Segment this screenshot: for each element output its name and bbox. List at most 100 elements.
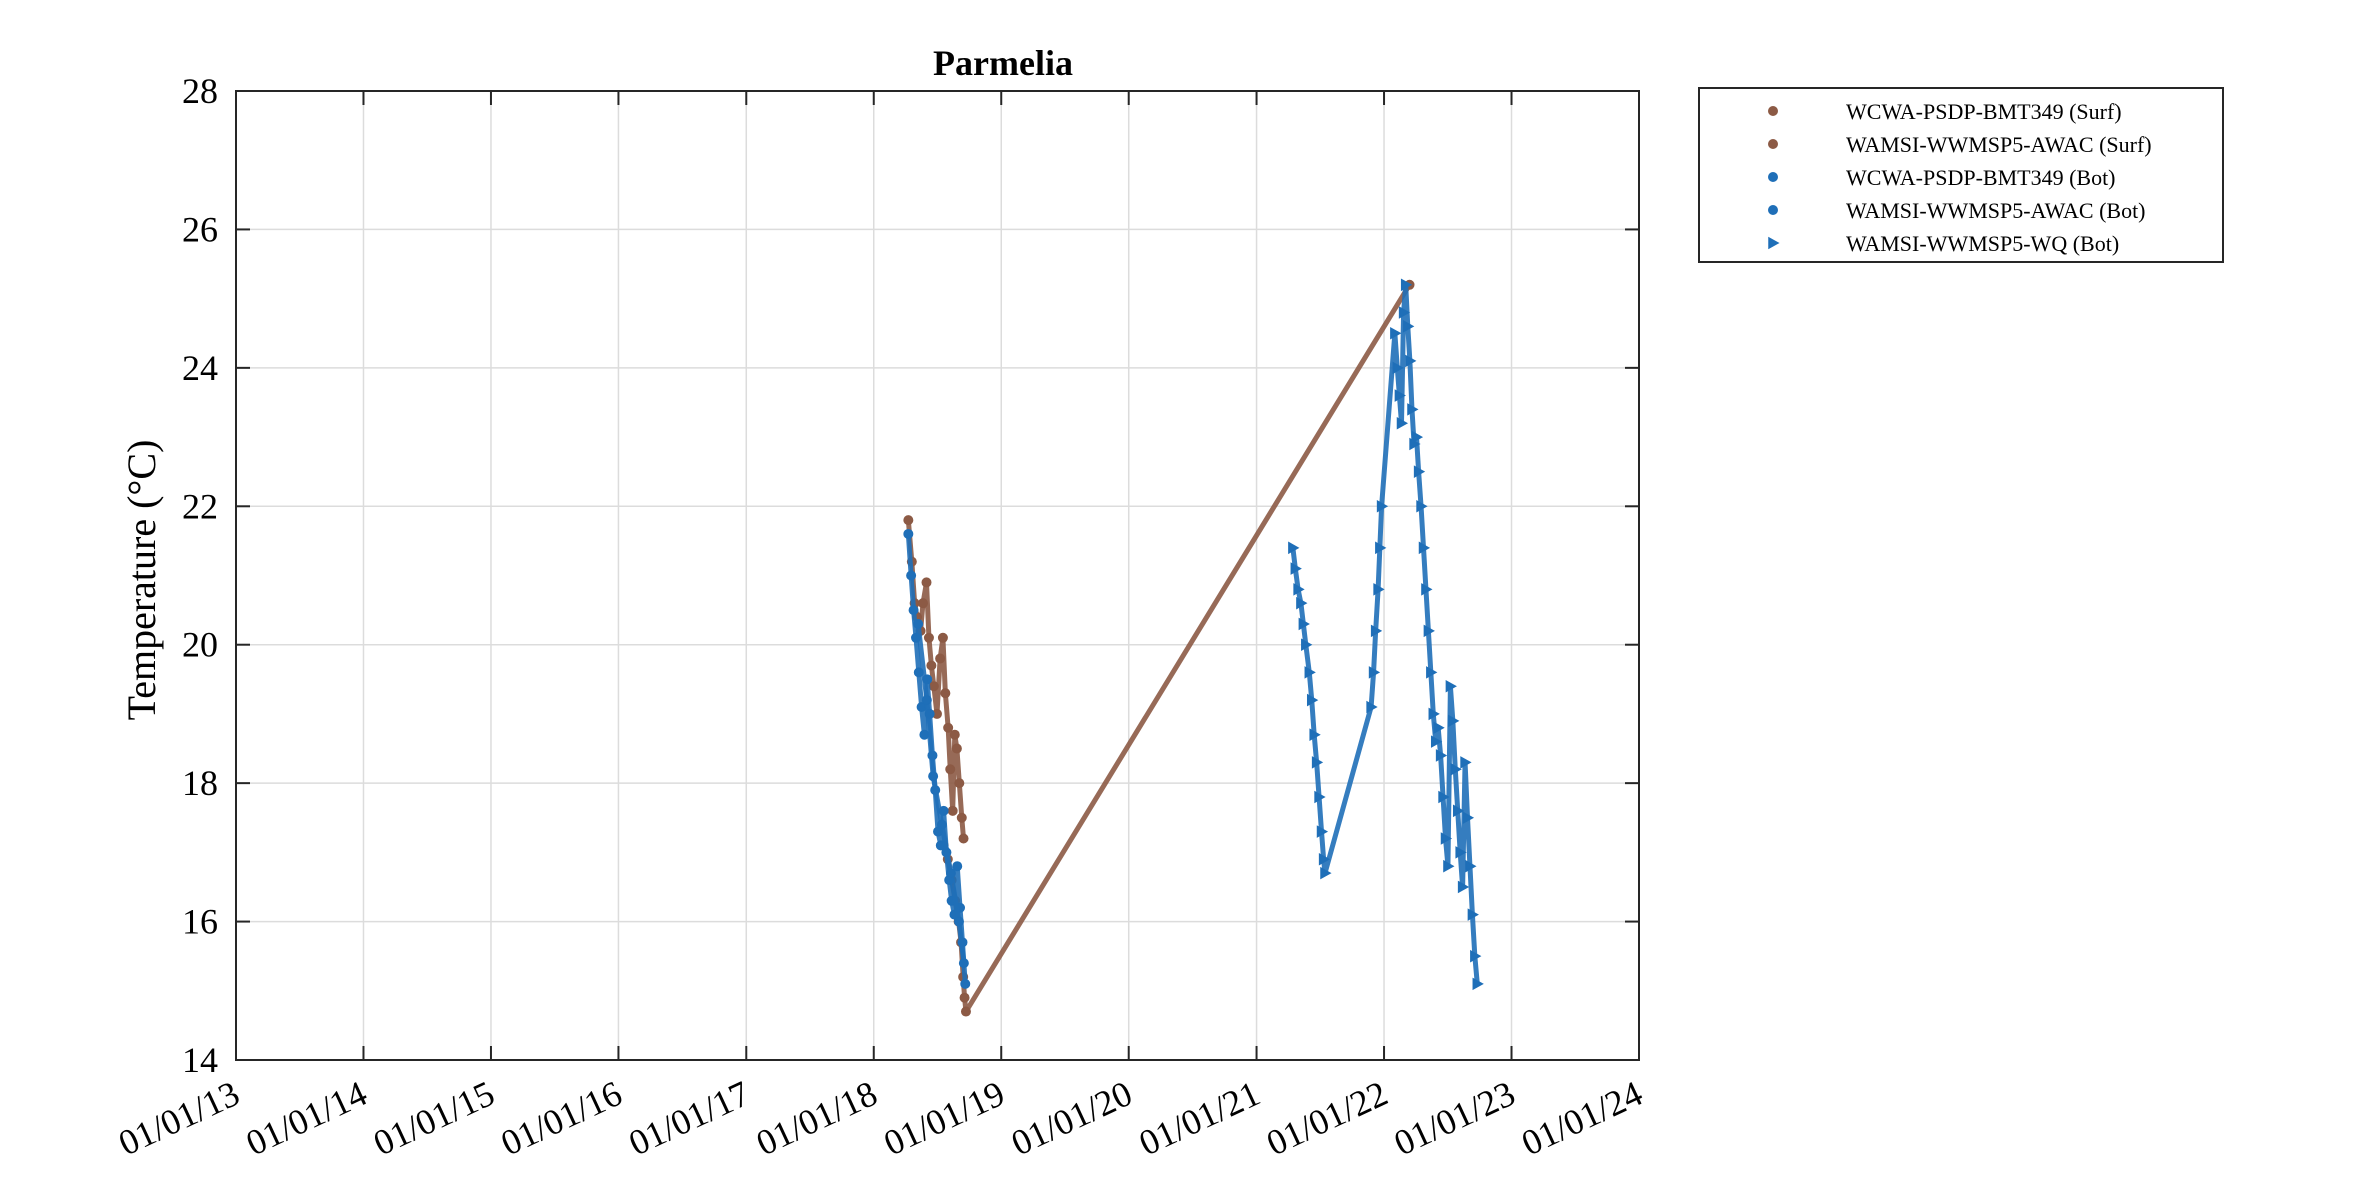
y-tick-label: 18 <box>182 763 218 803</box>
x-tick-label: 01/01/13 <box>112 1073 245 1163</box>
plot-marks <box>903 278 1484 1017</box>
data-point <box>1405 354 1417 368</box>
data-point <box>1407 403 1419 416</box>
data-point <box>1400 278 1413 292</box>
series-5 <box>1288 278 1484 991</box>
data-point <box>1433 721 1445 735</box>
x-tick-label: 01/01/15 <box>367 1073 500 1163</box>
data-point <box>1288 541 1300 555</box>
data-point <box>1309 728 1321 741</box>
x-tick-label: 01/01/14 <box>240 1073 373 1163</box>
data-point <box>1370 624 1383 638</box>
legend-entry: WCWA-PSDP-BMT349 (Surf) <box>1768 99 2122 124</box>
data-point <box>926 660 937 671</box>
series-2 <box>938 279 1415 1017</box>
data-point <box>1443 859 1455 873</box>
x-tick-label: 01/01/24 <box>1515 1073 1648 1163</box>
legend-entry: WCWA-PSDP-BMT349 (Bot) <box>1768 165 2116 190</box>
data-point <box>1376 500 1389 513</box>
data-point <box>1318 853 1331 866</box>
y-tick-label: 14 <box>182 1040 218 1080</box>
data-point <box>1403 320 1415 333</box>
data-point <box>903 528 914 539</box>
data-point <box>945 868 956 879</box>
data-point <box>1445 679 1457 693</box>
data-point <box>1411 430 1424 444</box>
data-point <box>1462 811 1475 825</box>
chart-title: Parmelia <box>933 43 1073 83</box>
data-point <box>953 916 964 927</box>
y-tick-label: 22 <box>182 486 218 526</box>
data-point <box>1396 416 1409 430</box>
data-point <box>1455 846 1467 859</box>
legend-marker <box>1768 172 1778 182</box>
legend-marker <box>1768 139 1778 149</box>
legend-label: WCWA-PSDP-BMT349 (Bot) <box>1846 165 2116 190</box>
series-trace <box>1290 282 1480 985</box>
x-tick-label: 01/01/16 <box>495 1073 628 1163</box>
data-point <box>1306 693 1319 707</box>
data-point <box>913 618 924 629</box>
series-4 <box>913 618 969 969</box>
data-point <box>906 570 917 581</box>
data-point <box>943 722 954 733</box>
data-point <box>935 653 946 664</box>
data-point <box>1426 666 1438 679</box>
y-tick-label: 16 <box>182 902 218 942</box>
data-point <box>1390 326 1402 340</box>
data-point <box>960 1006 971 1017</box>
data-point <box>921 577 932 588</box>
legend: WCWA-PSDP-BMT349 (Surf) WAMSI-WWMSP5-AWAC… <box>1698 87 2224 263</box>
y-tick-label: 26 <box>182 209 218 249</box>
data-point <box>959 992 970 1003</box>
legend-label: WAMSI-WWMSP5-AWAC (Surf) <box>1846 132 2152 157</box>
data-point <box>1438 790 1450 804</box>
data-point <box>1394 389 1406 402</box>
data-point <box>1440 832 1453 845</box>
data-point <box>1448 714 1460 728</box>
axes-box <box>235 90 1640 1061</box>
x-tick-label: 01/01/17 <box>623 1073 756 1163</box>
x-tick-label: 01/01/19 <box>878 1073 1011 1163</box>
data-point <box>1373 583 1385 596</box>
data-point <box>908 605 919 616</box>
data-point <box>1450 763 1462 776</box>
data-point <box>954 778 965 789</box>
data-point <box>956 812 967 823</box>
data-point <box>1413 465 1426 478</box>
x-tick-label: 01/01/18 <box>750 1073 883 1163</box>
legend-marker <box>1768 205 1778 215</box>
data-point <box>1301 638 1313 651</box>
legend-label: WAMSI-WWMSP5-WQ (Bot) <box>1846 231 2119 256</box>
data-point <box>1316 825 1329 838</box>
data-point <box>1298 617 1310 631</box>
data-point <box>1368 666 1381 679</box>
data-point <box>1314 790 1326 804</box>
data-point <box>1293 583 1305 596</box>
x-tick-labels: 01/01/1301/01/1401/01/1501/01/1601/01/17… <box>112 1073 1648 1163</box>
y-tick-label: 28 <box>182 71 218 111</box>
data-point <box>1465 859 1477 873</box>
data-point <box>1428 707 1440 721</box>
data-point <box>958 833 969 844</box>
data-point <box>1320 866 1332 880</box>
data-point <box>945 764 956 775</box>
data-point <box>1470 949 1482 963</box>
data-point <box>958 958 969 969</box>
data-point <box>952 861 963 872</box>
legend-label: WAMSI-WWMSP5-AWAC (Bot) <box>1846 198 2146 223</box>
data-point <box>949 729 960 740</box>
data-point <box>1304 666 1316 679</box>
data-point <box>1423 624 1435 638</box>
x-tick-label: 01/01/22 <box>1260 1073 1393 1163</box>
data-point <box>1460 756 1472 769</box>
data-point <box>940 688 951 699</box>
x-tick-label: 01/01/23 <box>1388 1073 1521 1163</box>
legend-entry: WAMSI-WWMSP5-AWAC (Bot) <box>1768 198 2146 223</box>
data-point <box>936 819 947 830</box>
data-point <box>1452 804 1465 818</box>
data-point <box>1467 908 1479 921</box>
y-tick-labels: 14 16 18 20 22 24 26 28 <box>182 71 218 1080</box>
data-point <box>960 978 971 989</box>
x-tick-label: 01/01/21 <box>1133 1073 1266 1163</box>
